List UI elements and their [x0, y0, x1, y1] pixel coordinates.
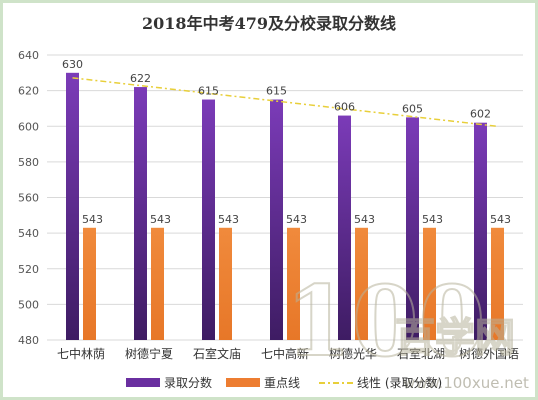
legend-label-admission: 录取分数	[164, 375, 212, 390]
watermark-logo: 100 百学网 www.100xue.net	[284, 264, 529, 392]
data-label-admission: 605	[402, 102, 423, 115]
data-label-admission: 602	[470, 108, 491, 121]
bar-admission-score	[202, 99, 215, 340]
watermark-logo-text: 100	[285, 265, 485, 378]
gridlines	[47, 54, 523, 341]
x-tick-label: 石室文庙	[193, 346, 241, 361]
bar-key-line	[423, 227, 436, 340]
legend-label-keyline: 重点线	[264, 376, 300, 390]
data-labels: 630 543 622 543 615 543 615 543 606 543 605 543 602 5…	[62, 58, 511, 226]
data-label-keyline: 543	[82, 213, 103, 226]
y-tick-label: 560	[18, 192, 39, 205]
data-label-keyline: 543	[490, 213, 511, 226]
watermark-brand-text: 百学网	[395, 314, 515, 361]
x-tick-label: 石室北湖	[397, 346, 445, 361]
y-axis: 480 500 520 540 560 580 600 620 640	[18, 49, 39, 347]
x-tick-label: 树德宁夏	[125, 346, 173, 361]
x-axis: 七中林荫 树德宁夏 石室文庙 七中高新 树德光华 石室北湖 树德外国语	[57, 346, 519, 361]
bar-key-line	[491, 227, 504, 340]
y-tick-label: 520	[18, 263, 39, 276]
y-tick-label: 500	[18, 298, 39, 311]
legend-swatch-keyline	[226, 378, 260, 387]
x-tick-label: 树德光华	[329, 346, 377, 361]
data-label-admission: 615	[266, 85, 287, 98]
legend: 录取分数 重点线 线性 (录取分数)	[126, 375, 442, 390]
data-label-keyline: 543	[218, 213, 239, 226]
data-label-admission: 622	[130, 72, 151, 85]
y-tick-label: 580	[18, 156, 39, 169]
data-label-admission: 615	[198, 85, 219, 98]
data-label-keyline: 543	[286, 213, 307, 226]
y-tick-label: 620	[18, 85, 39, 98]
x-tick-label: 七中高新	[261, 346, 309, 361]
legend-label-trend: 线性 (录取分数)	[357, 375, 442, 390]
data-label-admission: 630	[62, 58, 83, 71]
x-tick-label: 七中林荫	[57, 346, 105, 361]
watermark-url: www.100xue.net	[403, 374, 529, 392]
bar-key-line	[355, 227, 368, 340]
y-tick-label: 640	[18, 49, 39, 62]
y-tick-label: 480	[18, 334, 39, 347]
bar-key-line	[151, 227, 164, 340]
legend-swatch-admission	[126, 378, 160, 387]
bar-key-line	[83, 227, 96, 340]
bar-key-line	[219, 227, 232, 340]
bars	[66, 72, 504, 340]
bar-admission-score	[270, 99, 283, 340]
bar-admission-score	[338, 115, 351, 340]
trendline-linear	[72, 77, 498, 128]
trendline	[72, 77, 498, 128]
bar-key-line	[287, 227, 300, 340]
data-label-keyline: 543	[150, 213, 171, 226]
y-tick-label: 600	[18, 120, 39, 133]
bar-admission-score	[474, 122, 487, 340]
y-tick-label: 540	[18, 227, 39, 240]
bar-admission-score	[66, 72, 79, 340]
bar-admission-score	[134, 87, 147, 340]
data-label-admission: 606	[334, 101, 355, 114]
chart-title: 2018年中考479及分校录取分数线	[142, 14, 396, 33]
chart-svg: 2018年中考479及分校录取分数线 480 500 520 540 560 580 600…	[18, 14, 529, 392]
data-label-keyline: 543	[422, 213, 443, 226]
bar-admission-score	[406, 117, 419, 340]
data-label-keyline: 543	[354, 213, 375, 226]
x-tick-label: 树德外国语	[459, 346, 519, 361]
